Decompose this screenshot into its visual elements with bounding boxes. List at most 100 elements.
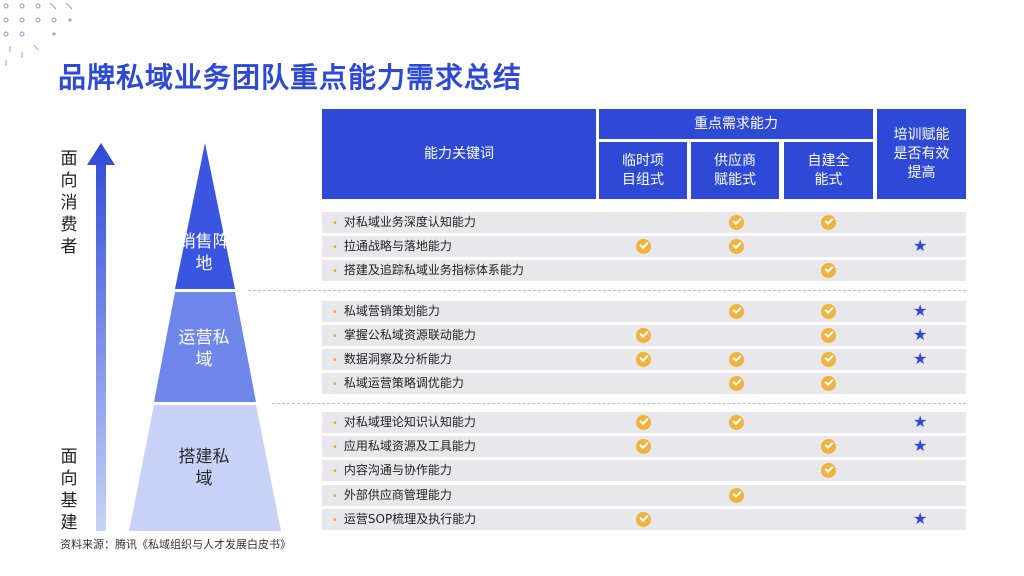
check-circle-icon (729, 415, 744, 430)
pyramid-level-build (129, 405, 281, 531)
check-circle-icon (821, 352, 836, 367)
check-circle-icon (821, 463, 836, 478)
capability-label: • 应用私域资源及工具能力 (332, 438, 476, 456)
bullet-icon: • (332, 355, 338, 366)
check-circle-icon (636, 512, 651, 527)
table-row: • 运营SOP梳理及执行能力 ★ (322, 509, 966, 530)
header-key-capabilities: 重点需求能力 (599, 109, 873, 139)
table-row: • 对私域理论知识认知能力 ★ (322, 412, 966, 433)
star-icon: ★ (913, 301, 928, 320)
header-label: 培训赋能是否有效提高 (893, 126, 950, 181)
star-icon: ★ (913, 436, 928, 455)
capability-label: • 外部供应商管理能力 (332, 487, 452, 505)
bullet-icon: • (332, 466, 338, 477)
source-note: 资料来源：腾讯《私域组织与人才发展白皮书》 (60, 538, 291, 551)
capability-text: 搭建及追踪私域业务指标体系能力 (343, 263, 524, 277)
capability-text: 对私域理论知识认知能力 (343, 415, 476, 429)
check-circle-icon (636, 239, 651, 254)
capability-label: • 掌握公私域资源联动能力 (332, 327, 476, 345)
capability-text: 私域营销策划能力 (343, 304, 440, 318)
top-axis-label: 面向消费者 (60, 149, 78, 257)
check-circle-icon (636, 415, 651, 430)
header-label: 临时项目组式 (622, 152, 664, 188)
header-training: 培训赋能是否有效提高 (877, 109, 966, 199)
table-row: • 掌握公私域资源联动能力 ★ (322, 325, 966, 346)
check-circle-icon (729, 488, 744, 503)
check-circle-icon (636, 352, 651, 367)
bullet-icon: • (332, 307, 338, 318)
capability-label: • 搭建及追踪私域业务指标体系能力 (332, 262, 524, 280)
star-icon: ★ (913, 349, 928, 368)
pyramid-level-sales (175, 143, 235, 289)
bullet-icon: • (332, 242, 338, 253)
header-label: 自建全能式 (807, 152, 850, 188)
bullet-icon: • (332, 379, 338, 390)
header-self-build: 自建全能式 (784, 142, 873, 199)
bullet-icon: • (332, 266, 338, 277)
table-row: • 数据洞察及分析能力 ★ (322, 349, 966, 370)
check-circle-icon (821, 304, 836, 319)
bullet-icon: • (332, 331, 338, 342)
capability-text: 应用私域资源及工具能力 (343, 439, 476, 453)
capability-label: • 运营SOP梳理及执行能力 (332, 511, 476, 529)
table-row: • 私域营销策划能力 ★ (322, 301, 966, 322)
header-supplier-empower: 供应商赋能式 (691, 142, 779, 199)
check-circle-icon (821, 328, 836, 343)
table-row: • 搭建及追踪私域业务指标体系能力 (322, 260, 966, 281)
capability-label: • 私域营销策划能力 (332, 303, 440, 321)
table-row: • 对私域业务深度认知能力 (322, 212, 966, 233)
capability-text: 私域运营策略调优能力 (343, 376, 464, 390)
table-row: • 私域运营策略调优能力 (322, 373, 966, 394)
check-circle-icon (729, 239, 744, 254)
section-divider (272, 403, 966, 404)
check-circle-icon (821, 263, 836, 278)
bottom-axis-label: 面向基建 (60, 447, 78, 533)
capability-label: • 数据洞察及分析能力 (332, 351, 452, 369)
bullet-icon: • (332, 491, 338, 502)
check-circle-icon (821, 439, 836, 454)
header-label: 供应商赋能式 (714, 152, 756, 188)
capability-label: • 拉通战略与落地能力 (332, 238, 452, 256)
header-keyword: 能力关键词 (322, 109, 596, 199)
check-circle-icon (729, 215, 744, 230)
page-title: 品牌私域业务团队重点能力需求总结 (58, 61, 523, 94)
capability-label: • 对私域理论知识认知能力 (332, 414, 476, 432)
table-row: • 拉通战略与落地能力 ★ (322, 236, 966, 257)
table-row: • 外部供应商管理能力 (322, 485, 966, 506)
capability-pyramid (129, 143, 281, 531)
bullet-icon: • (332, 218, 338, 229)
star-icon: ★ (913, 509, 928, 528)
bullet-icon: • (332, 418, 338, 429)
check-circle-icon (729, 352, 744, 367)
capability-text: 运营SOP梳理及执行能力 (343, 512, 477, 526)
capability-label: • 内容沟通与协作能力 (332, 462, 452, 480)
check-circle-icon (636, 439, 651, 454)
header-temp-project: 临时项目组式 (599, 142, 687, 199)
bullet-icon: • (332, 515, 338, 526)
star-icon: ★ (913, 236, 928, 255)
table-row: • 应用私域资源及工具能力 ★ (322, 436, 966, 457)
pyramid-label-sales: 销售阵地 (178, 232, 230, 274)
capability-text: 对私域业务深度认知能力 (343, 215, 476, 229)
capability-text: 内容沟通与协作能力 (343, 463, 452, 477)
pyramid-label-build: 搭建私域 (178, 447, 230, 489)
pyramid-level-operate (154, 292, 256, 402)
capability-label: • 对私域业务深度认知能力 (332, 214, 476, 232)
check-circle-icon (636, 328, 651, 343)
check-circle-icon (729, 376, 744, 391)
capability-text: 掌握公私域资源联动能力 (343, 328, 476, 342)
capability-label: • 私域运营策略调优能力 (332, 375, 464, 393)
check-circle-icon (729, 304, 744, 319)
decorative-dots (3, 2, 73, 66)
star-icon: ★ (913, 325, 928, 344)
section-divider (248, 290, 966, 291)
star-icon: ★ (913, 412, 928, 431)
capability-text: 数据洞察及分析能力 (343, 352, 452, 366)
capability-text: 外部供应商管理能力 (343, 488, 452, 502)
capability-text: 拉通战略与落地能力 (343, 239, 452, 253)
table-row: • 内容沟通与协作能力 (322, 460, 966, 481)
check-circle-icon (821, 376, 836, 391)
check-circle-icon (821, 215, 836, 230)
pyramid-label-operate: 运营私域 (178, 328, 230, 370)
up-arrow-icon (87, 143, 115, 531)
